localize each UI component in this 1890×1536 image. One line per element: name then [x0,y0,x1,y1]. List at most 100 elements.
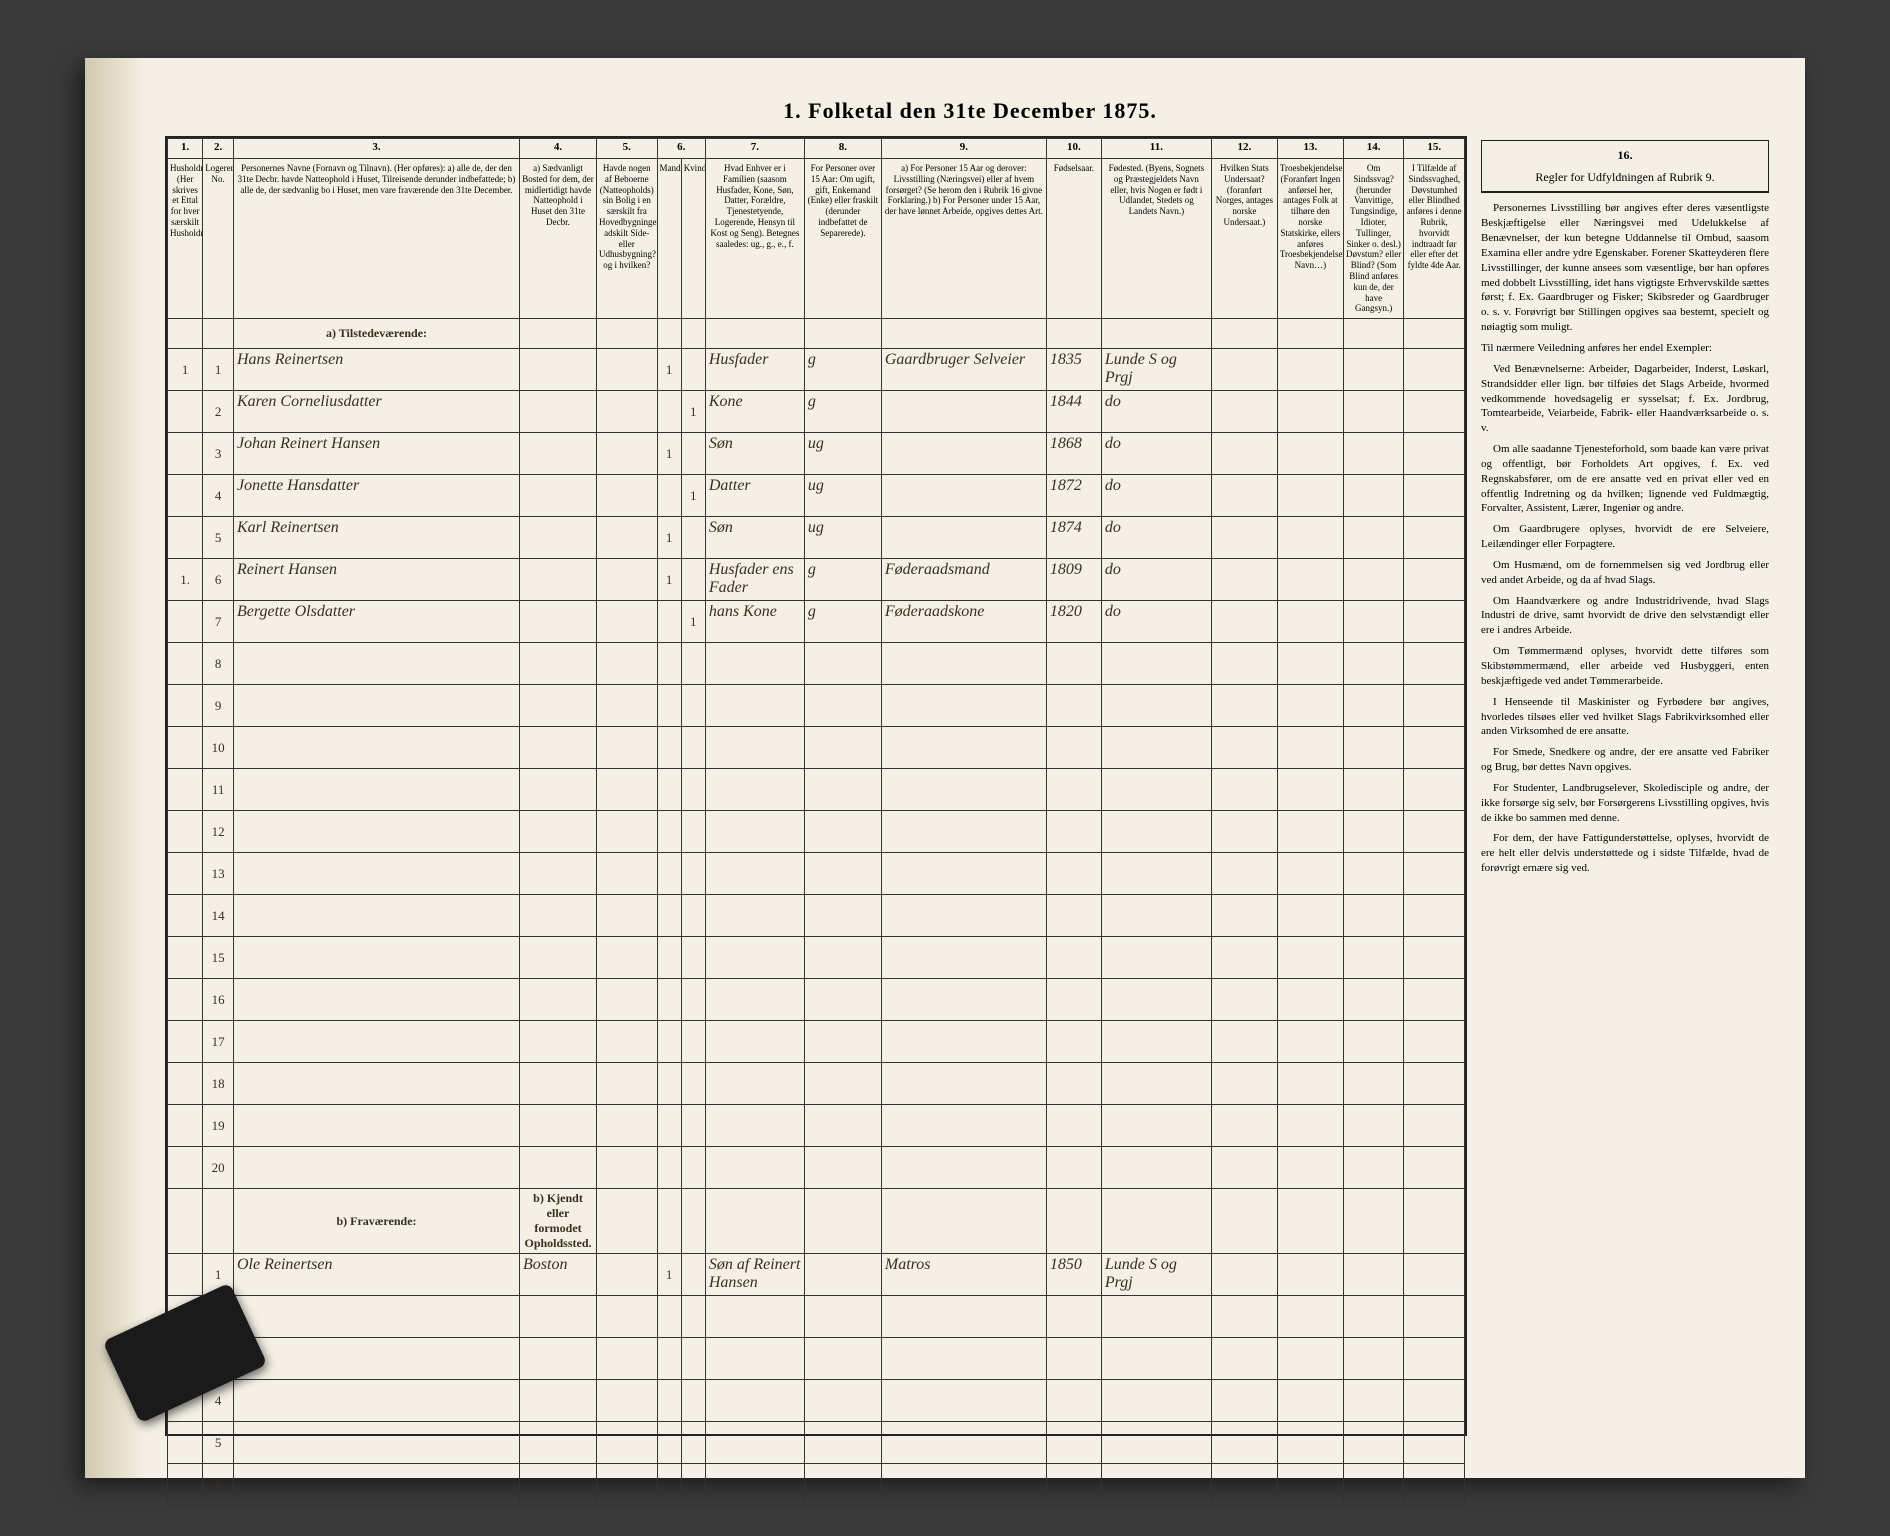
table-row: 11Hans Reinertsen1HusfadergGaardbruger S… [168,349,1465,391]
colhead-5: Havde nogen af Beboerne (Natteopholds) s… [597,159,658,319]
cell-empty [881,979,1046,1021]
cell-female: 1 [681,391,705,433]
rules-p1: Personernes Livsstilling bør angives eft… [1481,201,1769,335]
colhead-9: a) For Personer 15 Aar og derover: Livss… [881,159,1046,319]
cell-empty [804,853,881,895]
cell-empty [233,1147,519,1189]
colnum-11: 11. [1101,139,1211,159]
colnum-13: 13. [1277,139,1343,159]
table-row-empty: 13 [168,853,1465,895]
cell-empty [1277,769,1343,811]
table-row-empty: 4 [168,1380,1465,1422]
cell-disability-age [1404,601,1465,643]
cell-empty [705,1464,804,1506]
cell-empty [1046,811,1101,853]
cell-occupation: Føderaadskone [881,601,1046,643]
rules-p11: For Studenter, Landbrugselever, Skoledis… [1481,781,1769,826]
cell-occupation: Gaardbruger Selveier [881,349,1046,391]
colnum-6: 6. [657,139,705,159]
cell-empty [520,1063,597,1105]
cell-birth-year: 1844 [1046,391,1101,433]
cell-birth-place: do [1101,559,1211,601]
cell-empty [705,1296,804,1338]
cell-empty [520,685,597,727]
cell-bosted [520,601,597,643]
colhead-10: Fødselsaar. [1046,159,1101,319]
cell-disability-age [1404,391,1465,433]
main-layout: 1. 2. 3. 4. 5. 6. 7. 8. 9. 10. 11. 12. [165,136,1775,1436]
cell-empty [1101,937,1211,979]
cell-empty [1211,769,1277,811]
cell-marital: g [804,601,881,643]
cell-empty [520,811,597,853]
cell-blank [681,1189,705,1254]
cell-empty [804,937,881,979]
cell-female: 1 [681,475,705,517]
cell-blank [1343,1189,1404,1254]
cell-empty [1046,1147,1101,1189]
cell-person-no: 7 [203,601,234,643]
cell-blank [1343,319,1404,349]
cell-empty [1046,643,1101,685]
cell-person-no: 13 [203,853,234,895]
cell-empty [804,1147,881,1189]
cell-empty [881,853,1046,895]
cell-person-no: 1 [203,349,234,391]
cell-empty [1343,1380,1404,1422]
cell-female: 1 [681,601,705,643]
cell-bosted: Boston [520,1254,597,1296]
cell-empty [1277,811,1343,853]
cell-empty [1101,1063,1211,1105]
cell-empty [1101,1296,1211,1338]
cell-empty [681,853,705,895]
cell-empty [804,1105,881,1147]
cell-empty [1404,1147,1465,1189]
cell-empty [657,727,681,769]
cell-empty [520,1338,597,1380]
cell-empty [881,727,1046,769]
cell-empty [657,1105,681,1147]
cell-empty [1046,685,1101,727]
cell-faith [1277,475,1343,517]
cell-birth-place: do [1101,433,1211,475]
cell-family-pos: Husfader [705,349,804,391]
cell-empty [804,1063,881,1105]
rules-p6: Om Husmænd, om de fornemmelsen sig ved J… [1481,558,1769,588]
cell-empty [1046,895,1101,937]
cell-household: 1 [168,349,203,391]
cell-disability-age [1404,475,1465,517]
scan-background: 1. Folketal den 31te December 1875. 1. 2… [0,0,1890,1536]
cell-empty [520,1422,597,1464]
colhead-16: Regler for Udfyldningen af Rubrik 9. [1486,169,1764,185]
cell-blank [168,319,203,349]
cell-empty [1211,811,1277,853]
cell-empty [705,1338,804,1380]
colhead-1: Husholdninger. (Her skrives et Ettal for… [168,159,203,319]
cell-empty [705,1147,804,1189]
cell-udhus [597,601,658,643]
colhead-7: Hvad Enhver er i Familien (saasom Husfad… [705,159,804,319]
cell-empty [881,643,1046,685]
cell-empty [1101,1380,1211,1422]
cell-disability [1343,1254,1404,1296]
rules-p8: Om Tømmermænd oplyses, hvorvidt dette ti… [1481,644,1769,689]
table-head: 1. 2. 3. 4. 5. 6. 7. 8. 9. 10. 11. 12. [168,139,1465,319]
cell-disability-age [1404,517,1465,559]
rules-p10: For Smede, Snedkere og andre, der ere an… [1481,745,1769,775]
cell-udhus [597,559,658,601]
cell-empty [705,1380,804,1422]
cell-empty [1343,1105,1404,1147]
cell-occupation: Føderaadsmand [881,559,1046,601]
cell-empty [233,685,519,727]
cell-empty [657,1021,681,1063]
cell-family-pos: Søn [705,517,804,559]
cell-family-pos: hans Kone [705,601,804,643]
cell-empty [681,895,705,937]
cell-empty [804,895,881,937]
cell-empty [597,1021,658,1063]
cell-empty [1101,643,1211,685]
cell-empty [705,1063,804,1105]
cell-empty [804,1464,881,1506]
cell-empty [657,1464,681,1506]
cell-family-pos: Datter [705,475,804,517]
